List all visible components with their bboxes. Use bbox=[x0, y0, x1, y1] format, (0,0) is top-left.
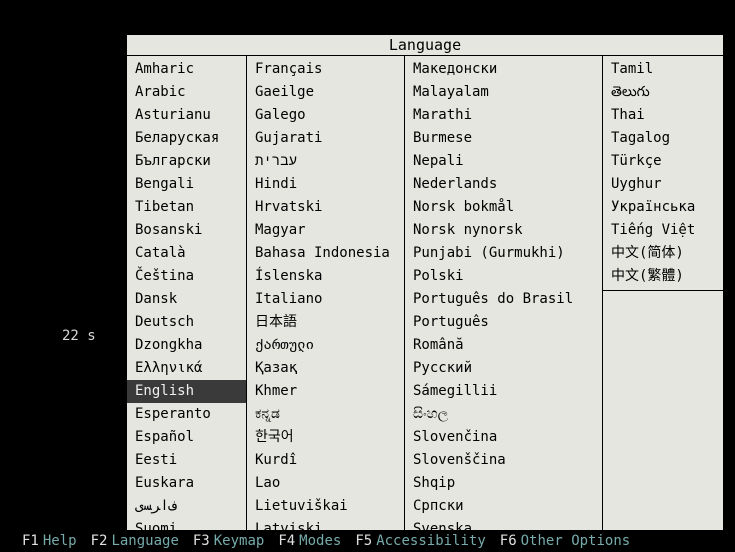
language-item[interactable]: Ελληνικά bbox=[127, 357, 246, 380]
language-item[interactable]: Tamil bbox=[603, 58, 723, 81]
language-item[interactable]: Euskara bbox=[127, 472, 246, 495]
language-item[interactable]: Slovenščina bbox=[405, 449, 602, 472]
language-item[interactable]: Íslenska bbox=[247, 265, 404, 288]
language-item[interactable]: Bosanski bbox=[127, 219, 246, 242]
language-item[interactable]: Kurdî bbox=[247, 449, 404, 472]
language-item[interactable]: Italiano bbox=[247, 288, 404, 311]
language-item[interactable]: Norsk nynorsk bbox=[405, 219, 602, 242]
language-item[interactable]: Uyghur bbox=[603, 173, 723, 196]
language-item[interactable]: Bengali bbox=[127, 173, 246, 196]
language-item[interactable]: Lao bbox=[247, 472, 404, 495]
function-key-bar: F1Help F2Language F3Keymap F4Modes F5Accessi… bbox=[0, 530, 735, 552]
language-item[interactable]: Hindi bbox=[247, 173, 404, 196]
fkey-label: Help bbox=[43, 530, 77, 552]
language-item[interactable]: 한국어 bbox=[247, 426, 404, 449]
installer-screen: 22 s Language AmharicArabicAsturianuБела… bbox=[0, 0, 735, 552]
language-item[interactable]: 日本語 bbox=[247, 311, 404, 334]
language-item[interactable]: Български bbox=[127, 150, 246, 173]
language-item[interactable]: Dzongkha bbox=[127, 334, 246, 357]
language-item[interactable]: עברית bbox=[247, 150, 404, 173]
language-column: TamilతెలుగుThaiTagalogTürkçeUyghurУкраїн… bbox=[603, 56, 723, 291]
language-item[interactable]: Македонски bbox=[405, 58, 602, 81]
fkey-key: F3 bbox=[193, 530, 210, 552]
language-item[interactable]: Bahasa Indonesia bbox=[247, 242, 404, 265]
language-item[interactable]: Čeština bbox=[127, 265, 246, 288]
language-item[interactable]: Русский bbox=[405, 357, 602, 380]
language-item[interactable]: Malayalam bbox=[405, 81, 602, 104]
language-item[interactable]: Türkçe bbox=[603, 150, 723, 173]
language-item[interactable]: Slovenčina bbox=[405, 426, 602, 449]
screen-frame: 22 s Language AmharicArabicAsturianuБела… bbox=[18, 10, 717, 528]
language-item[interactable]: ﻑﺍﺮﺴﻯ bbox=[127, 495, 246, 518]
language-item[interactable]: 中文(繁體) bbox=[603, 265, 723, 288]
fkey-label: Modes bbox=[299, 530, 341, 552]
language-item[interactable]: Magyar bbox=[247, 219, 404, 242]
language-panel: Language AmharicArabicAsturianuБеларуска… bbox=[126, 34, 724, 544]
language-item[interactable]: Nederlands bbox=[405, 173, 602, 196]
language-item[interactable]: Українська bbox=[603, 196, 723, 219]
language-item[interactable]: Khmer bbox=[247, 380, 404, 403]
language-item[interactable]: Sámegillii bbox=[405, 380, 602, 403]
language-item[interactable]: Français bbox=[247, 58, 404, 81]
language-item[interactable]: Беларуская bbox=[127, 127, 246, 150]
fkey-key: F1 bbox=[22, 530, 39, 552]
language-item[interactable]: Tagalog bbox=[603, 127, 723, 150]
language-item[interactable]: Tibetan bbox=[127, 196, 246, 219]
language-item[interactable]: Polski bbox=[405, 265, 602, 288]
language-column: FrançaisGaeilgeGalegoGujaratiעבריתHindiH… bbox=[247, 56, 405, 543]
language-item[interactable]: Català bbox=[127, 242, 246, 265]
language-item[interactable]: Dansk bbox=[127, 288, 246, 311]
language-item[interactable]: English bbox=[127, 380, 246, 403]
fkey-label: Language bbox=[111, 530, 178, 552]
language-column: МакедонскиMalayalamMarathiBurmeseNepaliN… bbox=[405, 56, 603, 543]
language-item[interactable]: Lietuviškai bbox=[247, 495, 404, 518]
language-item[interactable]: Қазақ bbox=[247, 357, 404, 380]
language-item[interactable]: తెలుగు bbox=[603, 81, 723, 104]
fkey-f3[interactable]: F3Keymap bbox=[193, 530, 264, 552]
language-item[interactable]: Română bbox=[405, 334, 602, 357]
language-item[interactable]: Esperanto bbox=[127, 403, 246, 426]
language-item[interactable]: Српски bbox=[405, 495, 602, 518]
countdown-timer: 22 s bbox=[62, 328, 96, 344]
language-item[interactable]: Arabic bbox=[127, 81, 246, 104]
language-item[interactable]: Português do Brasil bbox=[405, 288, 602, 311]
language-item[interactable]: Español bbox=[127, 426, 246, 449]
language-item[interactable]: ಕನ್ನಡ bbox=[247, 403, 404, 426]
fkey-f4[interactable]: F4Modes bbox=[278, 530, 341, 552]
language-item[interactable]: Shqip bbox=[405, 472, 602, 495]
fkey-key: F5 bbox=[355, 530, 372, 552]
language-item[interactable]: Eesti bbox=[127, 449, 246, 472]
language-item[interactable]: Amharic bbox=[127, 58, 246, 81]
language-item[interactable]: 中文(简体) bbox=[603, 242, 723, 265]
language-columns: AmharicArabicAsturianuБеларускаяБългарск… bbox=[127, 56, 723, 543]
language-item[interactable]: Português bbox=[405, 311, 602, 334]
language-item[interactable]: Nepali bbox=[405, 150, 602, 173]
language-item[interactable]: ქართული bbox=[247, 334, 404, 357]
language-item[interactable]: Hrvatski bbox=[247, 196, 404, 219]
fkey-key: F6 bbox=[500, 530, 517, 552]
language-item[interactable]: Burmese bbox=[405, 127, 602, 150]
language-item[interactable]: Punjabi (Gurmukhi) bbox=[405, 242, 602, 265]
language-column: AmharicArabicAsturianuБеларускаяБългарск… bbox=[127, 56, 247, 543]
fkey-key: F2 bbox=[91, 530, 108, 552]
fkey-f1[interactable]: F1Help bbox=[22, 530, 77, 552]
fkey-f2[interactable]: F2Language bbox=[91, 530, 179, 552]
fkey-label: Keymap bbox=[214, 530, 265, 552]
language-item[interactable]: Gujarati bbox=[247, 127, 404, 150]
language-item[interactable]: Deutsch bbox=[127, 311, 246, 334]
language-item[interactable]: Thai bbox=[603, 104, 723, 127]
fkey-label: Other Options bbox=[521, 530, 631, 552]
language-item[interactable]: Tiếng Việt bbox=[603, 219, 723, 242]
fkey-f5[interactable]: F5Accessibility bbox=[355, 530, 485, 552]
language-item[interactable]: සිංහල bbox=[405, 403, 602, 426]
fkey-key: F4 bbox=[278, 530, 295, 552]
language-item[interactable]: Galego bbox=[247, 104, 404, 127]
language-item[interactable]: Gaeilge bbox=[247, 81, 404, 104]
fkey-f6[interactable]: F6Other Options bbox=[500, 530, 630, 552]
language-item[interactable]: Norsk bokmål bbox=[405, 196, 602, 219]
fkey-label: Accessibility bbox=[376, 530, 486, 552]
language-item[interactable]: Marathi bbox=[405, 104, 602, 127]
panel-title: Language bbox=[127, 35, 723, 56]
language-item[interactable]: Asturianu bbox=[127, 104, 246, 127]
